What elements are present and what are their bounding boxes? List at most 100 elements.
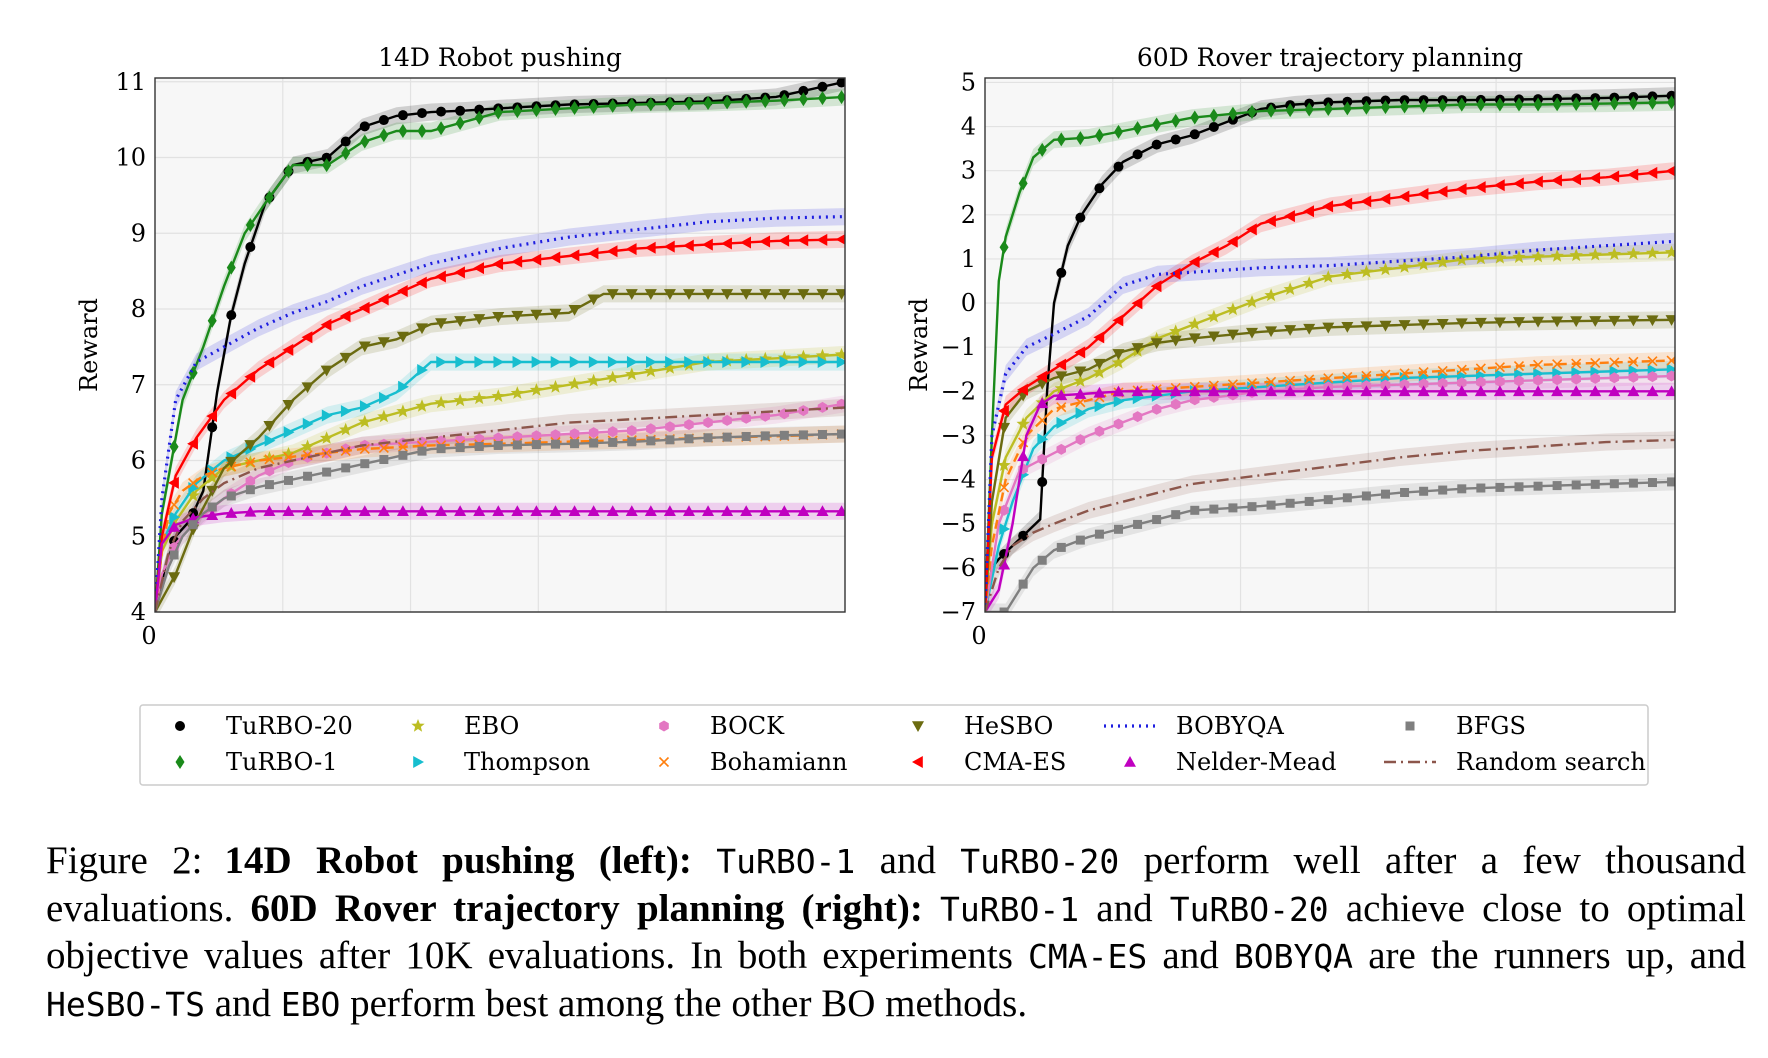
caption-text: and [204, 981, 281, 1025]
data-point-ebo [1607, 247, 1621, 260]
data-point-bock [1590, 372, 1600, 384]
data-point-bfgs [1533, 481, 1543, 491]
data-point-bock [760, 410, 770, 422]
data-point-nelder-mead [568, 505, 581, 517]
data-point-turbo-1 [417, 124, 427, 139]
data-point-turbo-1 [1647, 95, 1657, 110]
data-point-bock [1647, 371, 1658, 383]
data-point-bfgs [1304, 496, 1314, 506]
legend-marker [413, 756, 424, 768]
data-point-bfgs [1609, 479, 1619, 489]
series-cma-es [985, 165, 1675, 612]
data-point-nelder-mead [721, 505, 734, 517]
series-ebo [985, 245, 1675, 612]
data-point-bfgs [684, 434, 694, 444]
data-point-hesbo [759, 289, 772, 300]
confidence-band-bohamiann [155, 425, 845, 612]
data-point-bfgs [207, 502, 217, 512]
series-nelder-mead [155, 505, 845, 612]
data-point-bock [245, 475, 256, 487]
data-point-bock [1399, 379, 1410, 390]
data-point-bfgs [360, 459, 370, 469]
data-point-ebo [1264, 288, 1278, 302]
data-point-bock [531, 430, 542, 442]
data-point-thompson [779, 356, 791, 369]
data-point-nelder-mead [1245, 385, 1258, 397]
data-point-cma-es [301, 331, 313, 344]
data-point-turbo-1 [1400, 99, 1410, 114]
y-tick-label: 3 [961, 157, 976, 185]
data-point-hesbo [1265, 326, 1278, 338]
data-point-hesbo [1512, 317, 1525, 328]
data-point-hesbo [1169, 335, 1182, 347]
data-point-turbo-1 [245, 218, 255, 233]
data-point-bock [1132, 411, 1143, 423]
data-point-turbo-20 [817, 81, 828, 92]
data-point-cma-es [1341, 197, 1353, 210]
data-point-thompson [646, 356, 657, 369]
data-point-turbo-20 [1132, 149, 1143, 160]
data-point-thompson [798, 356, 810, 369]
data-point-ebo [434, 395, 448, 409]
caption-text: and [1079, 886, 1170, 930]
data-point-bohamiann [1361, 370, 1372, 381]
data-point-turbo-1 [1209, 108, 1219, 123]
data-point-nelder-mead [225, 507, 238, 518]
series-line-random-search [985, 438, 1675, 612]
data-point-turbo-1 [1609, 96, 1619, 111]
data-point-thompson [302, 417, 314, 430]
data-point-cma-es [1608, 170, 1620, 183]
data-point-ebo [1588, 247, 1602, 261]
data-point-bfgs [1457, 484, 1467, 494]
data-point-cma-es [492, 257, 504, 270]
data-point-bfgs [379, 455, 389, 465]
data-point-cma-es [511, 255, 523, 268]
data-point-ebo [1092, 365, 1107, 379]
data-point-turbo-20 [245, 242, 256, 253]
caption-code: CMA-ES [1028, 937, 1148, 976]
data-point-turbo-1 [1342, 101, 1352, 116]
y-tick-label: 4 [961, 113, 976, 141]
series-hesbo [985, 315, 1675, 612]
data-point-nelder-mead [1207, 385, 1220, 397]
data-point-bohamiann [207, 467, 218, 478]
data-point-bohamiann [1342, 371, 1353, 383]
data-point-hesbo [721, 289, 734, 300]
data-point-turbo-1 [779, 93, 789, 108]
data-point-bohamiann [378, 442, 389, 454]
data-point-bfgs [1075, 535, 1085, 545]
data-point-cma-es [797, 234, 809, 247]
data-point-hesbo [301, 382, 314, 394]
legend-marker [1405, 721, 1415, 731]
caption-text: and [855, 839, 961, 882]
data-point-ebo [1474, 251, 1488, 265]
data-point-bock [684, 419, 694, 431]
data-point-nelder-mead [549, 505, 562, 517]
data-point-ebo [1340, 267, 1354, 280]
data-point-turbo-20 [1170, 134, 1181, 145]
data-point-cma-es [759, 235, 771, 248]
data-point-bock [607, 426, 618, 438]
data-point-turbo-1 [627, 97, 637, 112]
data-point-nelder-mead [511, 505, 524, 517]
data-point-cma-es [1532, 175, 1543, 188]
series-turbo-1 [985, 95, 1675, 612]
data-point-bfgs [531, 440, 541, 450]
data-point-nelder-mead [1303, 385, 1316, 397]
data-point-ebo [997, 458, 1011, 471]
data-point-ebo [1111, 355, 1126, 369]
data-point-bock [1151, 403, 1162, 415]
data-point-hesbo [682, 289, 695, 300]
data-point-hesbo [1398, 320, 1411, 331]
data-point-bfgs [1228, 503, 1238, 513]
data-point-ebo [1359, 264, 1374, 278]
series-bock [985, 370, 1675, 612]
data-point-thompson [741, 356, 753, 369]
data-point-cma-es [1284, 210, 1295, 223]
data-point-turbo-20 [798, 85, 809, 96]
data-point-nelder-mead [1150, 385, 1163, 397]
data-point-ebo [300, 439, 315, 453]
data-point-turbo-1 [1419, 98, 1429, 113]
data-point-turbo-1 [589, 99, 599, 114]
data-point-thompson [264, 434, 276, 447]
